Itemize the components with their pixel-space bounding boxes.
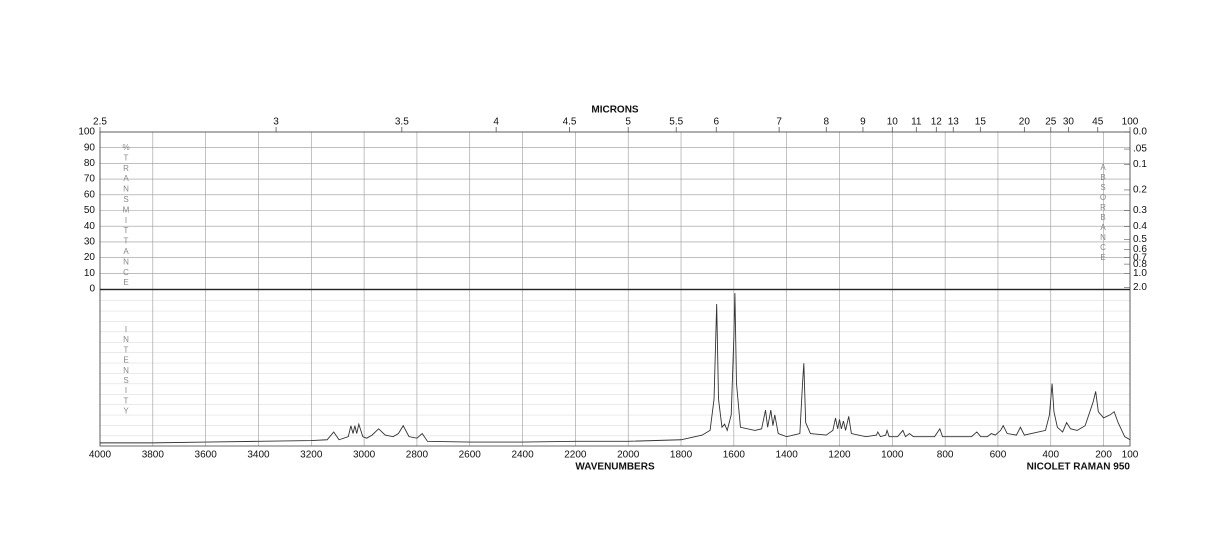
- x-tick-label: 400: [1042, 450, 1059, 461]
- x-tick-label: 1800: [670, 450, 693, 461]
- y-tick-label: 80: [84, 158, 96, 169]
- y-tick-label: 100: [78, 127, 95, 138]
- x2-tick-label: 3: [273, 117, 279, 128]
- y-tick-label: 0: [89, 284, 95, 295]
- y2-tick-label: .05: [1133, 144, 1147, 155]
- x-tick-label: 4000: [89, 450, 112, 461]
- x2-tick-label: 7: [776, 117, 782, 128]
- x2-tick-label: 15: [975, 117, 987, 128]
- x2-axis-title: MICRONS: [591, 105, 639, 116]
- y-tick-label: 10: [84, 268, 96, 279]
- y2-tick-label: 1.0: [1133, 268, 1147, 279]
- y-tick-label: 50: [84, 205, 96, 216]
- y2-tick-label: 0.4: [1133, 221, 1147, 232]
- y2-tick-label: 2.0: [1133, 282, 1147, 293]
- y2-tick-label: 0.1: [1133, 159, 1147, 170]
- x2-tick-label: 12: [931, 117, 943, 128]
- x-tick-label: 2200: [564, 450, 587, 461]
- y-tick-label: 70: [84, 174, 96, 185]
- x-tick-label: 2400: [511, 450, 534, 461]
- x2-tick-label: 11: [911, 117, 922, 128]
- x2-tick-label: 13: [948, 117, 960, 128]
- x-axis-title: WAVENUMBERS: [575, 462, 655, 473]
- y2-tick-label: 0.0: [1133, 127, 1147, 138]
- x2-tick-label: 5.5: [669, 117, 683, 128]
- x2-tick-label: 9: [860, 117, 866, 128]
- x-tick-label: 3000: [353, 450, 376, 461]
- x-tick-label: 3400: [247, 450, 270, 461]
- x-tick-label: 3600: [195, 450, 218, 461]
- x-tick-label: 1200: [828, 450, 851, 461]
- y-tick-label: 40: [84, 221, 96, 232]
- x-tick-label: 1400: [776, 450, 799, 461]
- x-tick-label: 1000: [881, 450, 904, 461]
- y2-tick-label: 0.3: [1133, 205, 1147, 216]
- y-tick-label: 30: [84, 237, 96, 248]
- x-tick-label: 100: [1122, 450, 1139, 461]
- x2-tick-label: 4.5: [563, 117, 577, 128]
- x-tick-label: 200: [1095, 450, 1112, 461]
- y2-tick-label: 0.6: [1133, 244, 1147, 255]
- y2-tick-label: 0.2: [1133, 185, 1147, 196]
- x-tick-label: 2600: [459, 450, 482, 461]
- x2-tick-label: 8: [824, 117, 830, 128]
- x-tick-label: 2000: [617, 450, 640, 461]
- x-tick-label: 3800: [142, 450, 165, 461]
- spectrum-line: [100, 293, 1131, 444]
- x-tick-label: 600: [990, 450, 1007, 461]
- x-tick-label: 800: [937, 450, 954, 461]
- x2-tick-label: 10: [887, 117, 899, 128]
- x2-tick-label: 20: [1019, 117, 1031, 128]
- y-tick-label: 20: [84, 252, 96, 263]
- x2-tick-label: 6: [713, 117, 719, 128]
- x-tick-label: 3200: [300, 450, 323, 461]
- x2-tick-label: 4: [493, 117, 499, 128]
- y-tick-label: 60: [84, 189, 96, 200]
- y2-tick-label: 0.5: [1133, 234, 1147, 245]
- x2-tick-label: 30: [1063, 117, 1075, 128]
- x2-tick-label: 45: [1092, 117, 1104, 128]
- y-tick-label: 90: [84, 142, 96, 153]
- x2-tick-label: 3.5: [395, 117, 409, 128]
- vertical-label: % T R A N S M I T T A N C E: [122, 143, 129, 287]
- x-tick-label: 2800: [406, 450, 429, 461]
- y2-tick-label: 0.8: [1133, 259, 1147, 270]
- x2-tick-label: 2.5: [93, 117, 107, 128]
- x2-tick-label: 25: [1045, 117, 1057, 128]
- y2-tick-label: 0.7: [1133, 252, 1147, 263]
- instrument-label: NICOLET RAMAN 950: [1027, 462, 1131, 473]
- x-tick-label: 1600: [723, 450, 746, 461]
- x2-tick-label: 5: [625, 117, 631, 128]
- intensity-grid: [100, 290, 1130, 446]
- x2-tick-label: 100: [1122, 117, 1139, 128]
